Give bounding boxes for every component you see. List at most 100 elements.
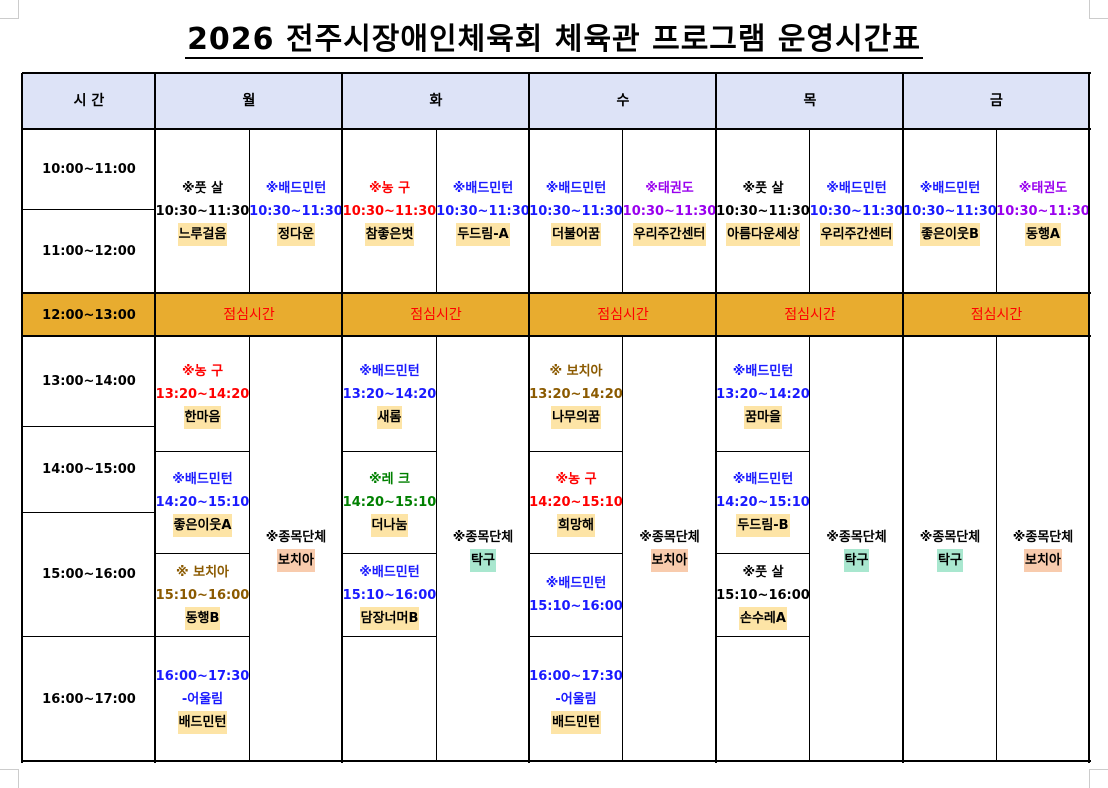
lunch-cell: 점심시간: [716, 293, 904, 337]
activity-time: 15:10~16:00: [342, 587, 437, 603]
table-border: [22, 335, 1091, 337]
activity-name: ※배드민턴: [172, 472, 233, 487]
activity-name: ※종목단체: [826, 530, 887, 545]
activity-name: ※풋 살: [742, 181, 784, 196]
activity-group: 느루걸음: [177, 223, 228, 246]
page-corner-mark: [0, 0, 19, 19]
activity-name: ※태권도: [645, 181, 694, 196]
activity-group: 좋은이웃A: [172, 514, 233, 537]
header-day-label: 목: [803, 93, 817, 109]
activity-time: 10:30~11:30: [996, 204, 1090, 219]
program-cell: ※배드민턴 10:30~11:30 좋은이웃B: [903, 129, 997, 294]
table-border: [341, 73, 343, 763]
lunch-cell: 점심시간: [342, 293, 530, 337]
activity-time: 14:20~15:10: [529, 495, 623, 510]
time-slot: 10:00~11:00: [22, 129, 156, 210]
activity-name: ※ 보치아: [175, 564, 230, 580]
activity-name: ※배드민턴: [359, 564, 420, 580]
activity-name: ※농 구: [368, 181, 411, 196]
activity-time: 10:30~11:30: [155, 204, 250, 219]
activity-time: -어울림: [181, 691, 224, 707]
time-slot-label: 13:00~14:00: [42, 374, 136, 389]
header-time: 시 간: [22, 73, 156, 130]
activity-name: 16:00~17:30: [529, 668, 623, 684]
activity-name: ※종목단체: [265, 530, 327, 545]
activity-time: 10:30~11:30: [622, 204, 717, 219]
activity-group: 동행B: [184, 606, 221, 630]
time-slot: 11:00~12:00: [22, 209, 156, 294]
time-slot-label: 16:00~17:00: [42, 691, 136, 707]
activity-name: ※종목단체: [1012, 530, 1074, 545]
program-cell: ※배드민턴 13:20~14:20 새롬: [342, 336, 437, 452]
activity-time: 15:10~16:00: [529, 599, 623, 614]
lunch-cell: 점심시간: [155, 293, 343, 337]
activity-name: ※종목단체: [639, 530, 700, 545]
table-border: [902, 73, 904, 763]
activity-group: 동행A: [1025, 223, 1061, 246]
lunch-label: 점심시간: [597, 306, 649, 323]
activity-time: 10:30~11:30: [716, 204, 810, 219]
activity-group: 보치아: [1024, 549, 1062, 572]
activity-group: 더불어꿈: [551, 223, 601, 246]
page-corner-mark: [1089, 0, 1108, 19]
activity-time: 13:20~14:20: [155, 386, 250, 402]
program-cell: ※농 구 13:20~14:20 한마음: [155, 336, 250, 452]
program-cell: ※배드민턴 13:20~14:20 꿈마을: [716, 336, 810, 452]
activity-group: 새롬: [376, 405, 403, 429]
table-border: [154, 73, 156, 763]
program-cell: ※배드민턴 14:20~15:10 두드림-B: [716, 451, 810, 554]
time-slot: 13:00~14:00: [22, 336, 156, 427]
table-border: [22, 72, 1091, 74]
empty-cell: [716, 636, 810, 762]
activity-name: ※배드민턴: [826, 181, 887, 196]
lunch-label: 점심시간: [970, 306, 1023, 323]
header-day: 수: [529, 73, 717, 130]
activity-name: ※배드민턴: [732, 472, 794, 487]
activity-name: ※배드민턴: [545, 576, 607, 591]
time-slot-label: 12:00~13:00: [42, 307, 136, 323]
table-border: [21, 73, 23, 763]
header-day: 화: [342, 73, 530, 130]
header-day: 월: [155, 73, 343, 130]
activity-name: ※배드민턴: [545, 181, 607, 196]
activity-time: 13:20~14:20: [716, 386, 810, 402]
activity-group: 우리주간센터: [819, 223, 894, 246]
activity-group: 보치아: [650, 549, 689, 572]
activity-group: 두드림-A: [456, 223, 510, 246]
activity-name: ※레 크: [368, 472, 411, 487]
program-cell: ※배드민턴 10:30~11:30 정다운: [249, 129, 343, 294]
activity-group: 보치아: [277, 549, 315, 572]
activity-group: 탁구: [843, 549, 870, 572]
activity-group: 탁구: [470, 549, 496, 572]
activity-group: 탁구: [937, 549, 963, 572]
activity-group: 우리주간센터: [632, 223, 707, 246]
header-day-label: 금: [990, 93, 1003, 109]
page-title: 2026 전주시장애인체육회 체육관 프로그램 운영시간표: [0, 14, 1108, 59]
header-day-label: 월: [242, 93, 256, 109]
activity-name: ※종목단체: [452, 530, 514, 545]
activity-time: 15:10~16:00: [716, 587, 810, 603]
table-border: [22, 760, 1091, 762]
time-slot: 16:00~17:00: [22, 636, 156, 762]
activity-group: 아름다운세상: [726, 223, 800, 246]
activity-group: 꿈마을: [744, 405, 782, 429]
time-slot-label: 11:00~12:00: [42, 244, 136, 259]
table-border: [22, 292, 1091, 294]
table-border: [715, 73, 717, 763]
activity-name: ※배드민턴: [732, 363, 794, 379]
activity-name: ※종목단체: [919, 530, 981, 545]
activity-time: 10:30~11:30: [249, 204, 343, 219]
activity-name: ※배드민턴: [265, 181, 327, 196]
time-slot-label: 14:00~15:00: [42, 462, 136, 477]
program-cell: ※레 크 14:20~15:10 더나눔: [342, 451, 437, 554]
activity-time: 13:20~14:20: [342, 386, 437, 402]
activity-name: ※태권도: [1018, 181, 1068, 196]
time-slot: 14:00~15:00: [22, 426, 156, 513]
activity-group: 손수레A: [739, 606, 787, 630]
header-day-label: 수: [616, 93, 630, 109]
program-cell: ※풋 살 15:10~16:00 손수레A: [716, 553, 810, 637]
program-cell: ※태권도 10:30~11:30 우리주간센터: [622, 129, 717, 294]
activity-group: 배드민턴: [177, 710, 228, 734]
program-cell: ※ 보치아 13:20~14:20 나무의꿈: [529, 336, 623, 452]
activity-group: 나무의꿈: [551, 405, 601, 429]
